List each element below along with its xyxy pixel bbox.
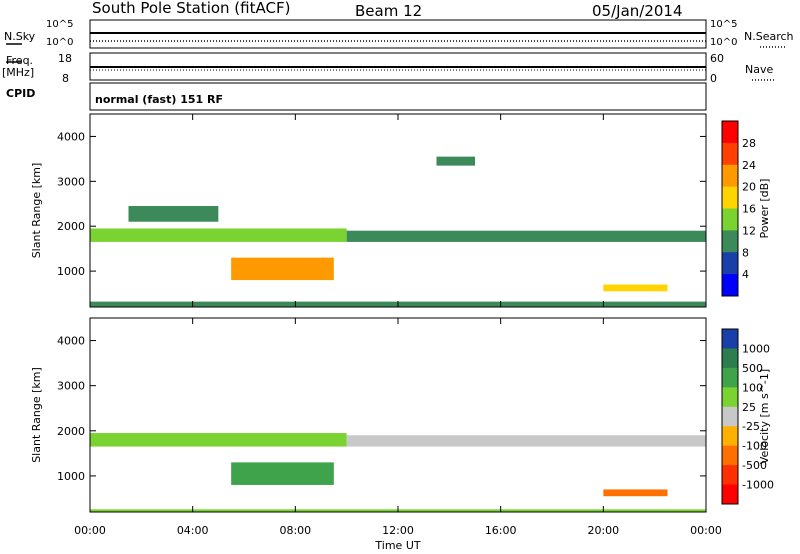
colorbar-segment: [722, 465, 738, 486]
colorbar-segment: [722, 164, 738, 188]
colorbar-tick-label: 500: [742, 362, 763, 375]
data-band: [436, 156, 475, 166]
x-tick-label: 00:00: [74, 524, 106, 537]
x-tick-label: 20:00: [587, 524, 619, 537]
data-band: [128, 206, 219, 222]
colorbar-tick-label: -1000: [742, 479, 774, 492]
freq-tick-high: 18: [58, 52, 72, 65]
colorbar-segment: [722, 208, 738, 231]
colorbar-segment: [722, 426, 738, 447]
colorbar-segment: [722, 142, 738, 166]
y-tick-label: 3000: [57, 380, 85, 393]
y-tick-label: 2000: [57, 425, 85, 438]
data-band: [231, 462, 334, 485]
x-axis-title: Time UT: [374, 539, 420, 552]
y-tick-label: 4000: [57, 130, 85, 143]
data-band: [603, 489, 668, 497]
colorbar-segment: [722, 367, 738, 388]
cpid-label: CPID: [6, 87, 36, 100]
y-axis-title: Slant Range [km]: [30, 163, 43, 259]
colorbar-title: Power [dB]: [758, 179, 771, 239]
x-tick-label: 16:00: [485, 524, 517, 537]
beam-label: Beam 12: [355, 2, 423, 20]
colorbar-segment: [722, 121, 738, 144]
x-tick-label: 12:00: [382, 524, 414, 537]
colorbar-title: Velocity [m s^-1]: [758, 369, 771, 464]
data-band: [346, 435, 706, 447]
colorbar-tick-label: 28: [742, 137, 756, 150]
colorbar-segment: [722, 186, 738, 209]
nsearch-tick-high: 10^5: [710, 19, 738, 30]
x-tick-label: 00:00: [690, 524, 722, 537]
colorbar-tick-label: -100: [742, 440, 767, 453]
y-tick-label: 2000: [57, 220, 85, 233]
nsky-tick-high: 10^5: [46, 19, 74, 30]
colorbar-segment: [722, 274, 738, 297]
y-tick-label: 4000: [57, 335, 85, 348]
colorbar-tick-label: 8: [742, 246, 749, 259]
colorbar-tick-label: 12: [742, 224, 756, 237]
colorbar-tick-label: 25: [742, 401, 756, 414]
y-tick-label: 1000: [57, 265, 85, 278]
data-band: [90, 433, 347, 447]
top-panel-frame: [89, 82, 707, 111]
colorbar-tick-label: 20: [742, 181, 756, 194]
nsearch-tick-low: 10^0: [710, 37, 738, 48]
freq-label: Freq.: [6, 54, 34, 67]
colorbar-tick-label: -500: [742, 459, 767, 472]
freq-tick-low: 8: [62, 72, 69, 85]
data-band: [90, 228, 347, 242]
nsearch-label: N.Search: [744, 30, 794, 43]
colorbar-frame: [721, 328, 739, 505]
colorbar-tick-label: -25: [742, 420, 760, 433]
colorbar-segment: [722, 387, 738, 408]
panel-frame: [89, 317, 707, 513]
y-axis-title: Slant Range [km]: [30, 367, 43, 463]
colorbar-tick-label: 100: [742, 381, 763, 394]
freq-unit: [MHz]: [2, 66, 35, 79]
colorbar-segment: [722, 329, 738, 349]
x-tick-label: 04:00: [177, 524, 209, 537]
colorbar-segment: [722, 484, 738, 505]
station-title: South Pole Station (fitACF): [92, 0, 291, 17]
y-tick-label: 1000: [57, 470, 85, 483]
nave-label: Nave: [745, 63, 774, 76]
data-band: [346, 230, 706, 242]
y-tick-label: 3000: [57, 175, 85, 188]
colorbar-segment: [722, 252, 738, 275]
colorbar-tick-label: 4: [742, 268, 749, 281]
nave-tick-high: 60: [710, 52, 724, 65]
data-band: [603, 284, 668, 292]
x-tick-label: 08:00: [279, 524, 311, 537]
colorbar-frame: [721, 120, 739, 297]
colorbar-segment: [722, 348, 738, 369]
data-band: [231, 257, 334, 281]
colorbar-segment: [722, 406, 738, 427]
colorbar-segment: [722, 230, 738, 253]
nsky-label: N.Sky: [4, 30, 36, 43]
nave-tick-low: 0: [710, 72, 717, 85]
cpid-value: normal (fast) 151 RF: [95, 93, 223, 106]
nsky-tick-low: 10^0: [46, 37, 74, 48]
colorbar-tick-label: 1000: [742, 342, 770, 355]
colorbar-segment: [722, 445, 738, 466]
colorbar-tick-label: 16: [742, 203, 756, 216]
colorbar-tick-label: 24: [742, 159, 756, 172]
date-label: 05/Jan/2014: [592, 2, 683, 20]
